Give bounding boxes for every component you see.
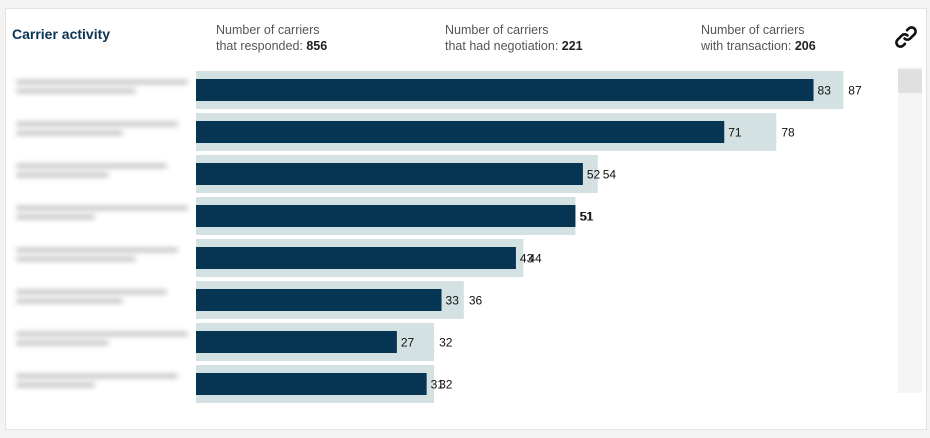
bar-front-1[interactable] [196,121,725,143]
carrier-name-5 [16,285,188,315]
value-label-back-1: 78 [781,126,795,140]
card-title: Carrier activity [12,26,111,42]
value-label-front-5: 33 [446,294,460,308]
value-label-front-0: 83 [818,84,832,98]
value-label-back-7: 32 [439,378,453,392]
value-label-back-0: 87 [848,84,862,98]
bar-front-3[interactable] [196,205,576,227]
value-label-back-5: 36 [469,294,483,308]
value-label-back-4: 44 [528,252,542,266]
stat-negotiation-line1: Number of carriers [445,23,549,37]
value-label-front-4: 43 [520,252,534,266]
bar-front-7[interactable] [196,373,427,395]
value-label-back-3: 51 [580,210,594,224]
stat-negotiation: Number of carriers that had negotiation:… [445,22,583,54]
carrier-name-6 [16,327,188,357]
stat-transaction-line1: Number of carriers [701,23,805,37]
carrier-name-4 [16,243,188,273]
carrier-activity-card: Carrier activity Number of carriers that… [5,8,927,430]
link-icon[interactable] [892,23,920,51]
stat-negotiation-line2: that had negotiation: [445,39,559,53]
bar-front-2[interactable] [196,163,583,185]
carrier-name-1 [16,117,188,147]
value-label-front-7: 31 [431,378,445,392]
stat-responded-line2: that responded: [216,39,303,53]
value-label-back-6: 32 [439,336,453,350]
carrier-name-2 [16,159,188,189]
stat-responded: Number of carriers that responded: 856 [216,22,327,54]
stat-transaction-line2: with transaction: [701,39,792,53]
value-label-front-6: 27 [401,336,415,350]
bar-front-6[interactable] [196,331,397,353]
bar-front-4[interactable] [196,247,516,269]
stat-negotiation-value: 221 [561,39,583,53]
value-label-front-2: 52 [587,168,601,182]
value-label-back-2: 54 [603,168,617,182]
scrollbar-track[interactable] [898,67,922,393]
bar-front-5[interactable] [196,289,442,311]
stat-responded-line1: Number of carriers [216,23,320,37]
scrollbar-thumb[interactable] [898,69,922,93]
carrier-name-0 [16,75,188,105]
carrier-name-3 [16,201,188,231]
bar-front-0[interactable] [196,79,814,101]
value-label-front-3: 51 [579,210,593,224]
stat-transaction: Number of carriers with transaction: 206 [701,22,816,54]
carrier-name-7 [16,369,188,399]
value-label-front-1: 71 [728,126,742,140]
stat-transaction-value: 206 [794,39,816,53]
stat-responded-value: 856 [306,39,328,53]
